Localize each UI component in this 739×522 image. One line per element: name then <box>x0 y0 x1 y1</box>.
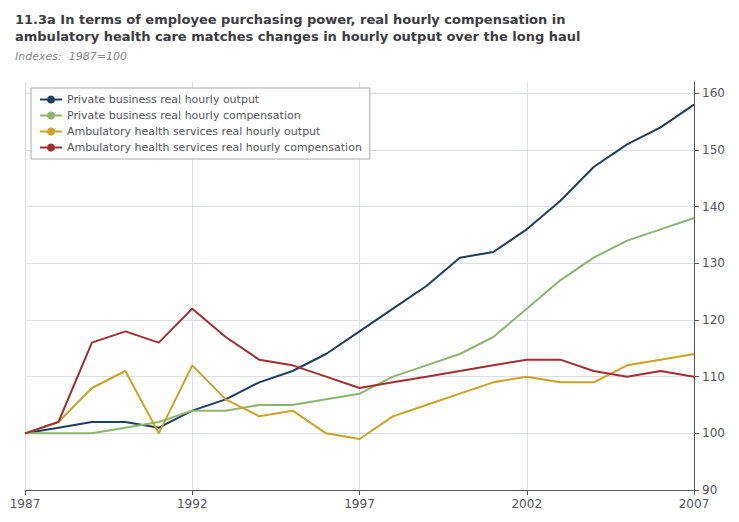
svg-text:1992: 1992 <box>177 497 208 511</box>
svg-text:110: 110 <box>702 370 725 384</box>
svg-text:1987: 1987 <box>10 497 41 511</box>
svg-text:ambulatory health care matches: ambulatory health care matches changes i… <box>15 29 581 44</box>
svg-text:Ambulatory health services rea: Ambulatory health services real hourly c… <box>67 141 362 154</box>
svg-text:Indexes: 1987=100: Indexes: 1987=100 <box>15 50 127 63</box>
svg-text:2002: 2002 <box>511 497 542 511</box>
svg-text:120: 120 <box>702 313 725 327</box>
svg-text:1997: 1997 <box>344 497 375 511</box>
svg-text:Ambulatory health services rea: Ambulatory health services real hourly o… <box>67 125 321 138</box>
svg-text:160: 160 <box>702 86 725 100</box>
svg-text:11.3a In terms of employee pur: 11.3a In terms of employee purchasing po… <box>15 12 566 27</box>
svg-text:2007: 2007 <box>679 497 710 511</box>
svg-text:100: 100 <box>702 426 725 440</box>
svg-text:Private business real hourly c: Private business real hourly compensatio… <box>67 109 301 122</box>
svg-text:130: 130 <box>702 256 725 270</box>
svg-text:150: 150 <box>702 143 725 157</box>
svg-text:140: 140 <box>702 200 725 214</box>
svg-text:90: 90 <box>702 483 717 497</box>
svg-text:Private business real hourly o: Private business real hourly output <box>67 93 260 106</box>
